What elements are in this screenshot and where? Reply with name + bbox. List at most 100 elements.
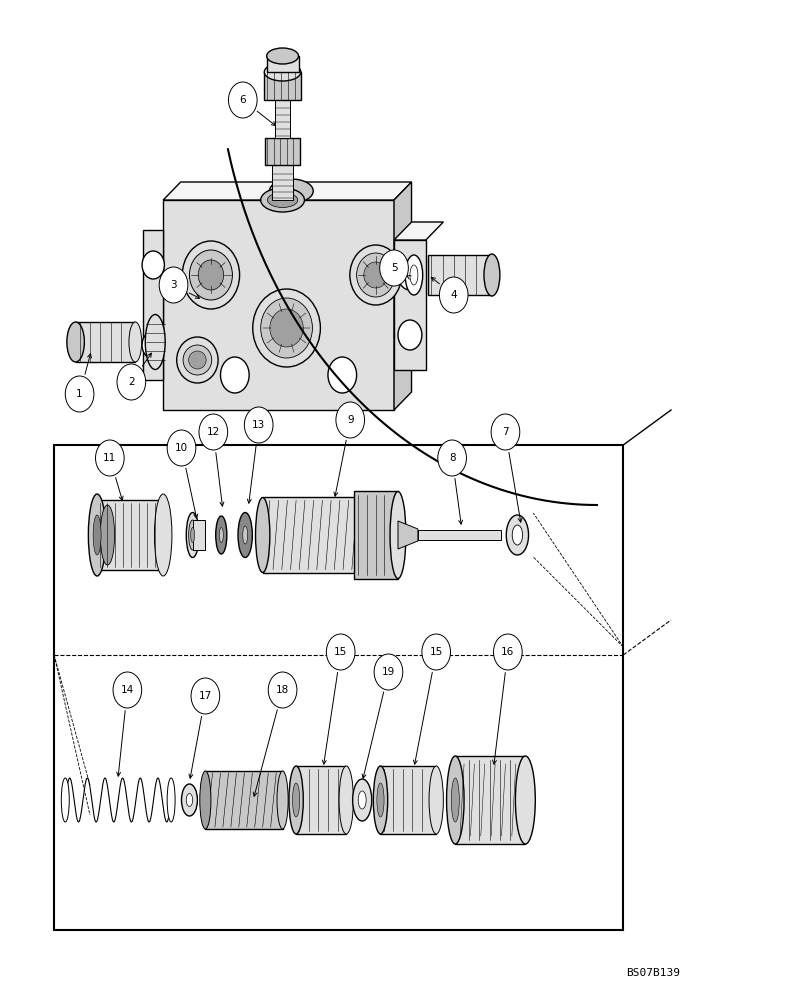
Circle shape <box>491 414 520 450</box>
Text: 13: 13 <box>252 420 265 430</box>
Ellipse shape <box>88 494 106 576</box>
Ellipse shape <box>358 791 366 809</box>
Circle shape <box>494 634 522 670</box>
Ellipse shape <box>264 63 301 81</box>
Text: 4: 4 <box>451 290 457 300</box>
Ellipse shape <box>277 771 288 829</box>
Circle shape <box>380 250 408 286</box>
Ellipse shape <box>484 254 500 296</box>
Circle shape <box>65 376 94 412</box>
Ellipse shape <box>238 512 252 558</box>
Circle shape <box>422 634 451 670</box>
Polygon shape <box>272 165 293 200</box>
Ellipse shape <box>93 515 101 555</box>
Polygon shape <box>205 771 283 829</box>
Text: 16: 16 <box>501 647 514 657</box>
Ellipse shape <box>189 250 232 300</box>
Ellipse shape <box>243 526 248 544</box>
Text: 9: 9 <box>347 415 353 425</box>
Circle shape <box>438 440 466 476</box>
Circle shape <box>142 331 165 359</box>
Polygon shape <box>354 491 398 578</box>
Polygon shape <box>418 530 501 540</box>
Circle shape <box>113 672 142 708</box>
Ellipse shape <box>189 520 197 550</box>
Ellipse shape <box>373 766 388 834</box>
Ellipse shape <box>189 351 206 369</box>
Ellipse shape <box>183 345 212 375</box>
Ellipse shape <box>410 265 418 285</box>
Ellipse shape <box>253 289 320 367</box>
Ellipse shape <box>513 525 522 545</box>
Text: 6: 6 <box>240 95 246 105</box>
Text: 18: 18 <box>276 685 289 695</box>
Circle shape <box>167 430 196 466</box>
Circle shape <box>228 82 257 118</box>
Ellipse shape <box>364 262 388 288</box>
Text: BS07B139: BS07B139 <box>626 968 680 978</box>
Circle shape <box>220 357 249 393</box>
Ellipse shape <box>289 766 303 834</box>
Circle shape <box>159 267 188 303</box>
Text: 12: 12 <box>207 427 220 437</box>
Ellipse shape <box>293 783 299 817</box>
Ellipse shape <box>267 48 298 64</box>
Circle shape <box>199 414 228 450</box>
Text: 14: 14 <box>121 685 134 695</box>
Polygon shape <box>143 230 163 380</box>
Circle shape <box>336 402 365 438</box>
Ellipse shape <box>177 337 218 383</box>
Ellipse shape <box>339 766 353 834</box>
Polygon shape <box>394 182 412 410</box>
Ellipse shape <box>186 512 199 558</box>
Text: 7: 7 <box>502 427 509 437</box>
Circle shape <box>96 440 124 476</box>
Polygon shape <box>264 72 301 100</box>
Circle shape <box>439 277 468 313</box>
Circle shape <box>244 407 273 443</box>
Ellipse shape <box>261 298 312 358</box>
Polygon shape <box>455 756 525 844</box>
Ellipse shape <box>516 756 536 844</box>
Polygon shape <box>267 56 298 72</box>
Ellipse shape <box>451 778 459 822</box>
Polygon shape <box>380 766 436 834</box>
Ellipse shape <box>216 516 227 554</box>
Polygon shape <box>76 322 135 362</box>
Text: 15: 15 <box>430 647 443 657</box>
Text: 1: 1 <box>76 389 83 399</box>
Circle shape <box>328 357 357 393</box>
Ellipse shape <box>220 528 223 542</box>
Text: 8: 8 <box>449 453 455 463</box>
Text: 2: 2 <box>128 377 135 387</box>
Polygon shape <box>163 200 394 410</box>
Polygon shape <box>394 222 443 240</box>
Polygon shape <box>97 500 163 570</box>
Ellipse shape <box>167 778 175 822</box>
Ellipse shape <box>353 779 372 821</box>
Ellipse shape <box>506 515 529 555</box>
Polygon shape <box>296 766 346 834</box>
Ellipse shape <box>61 778 69 822</box>
Circle shape <box>398 320 422 350</box>
Text: 3: 3 <box>170 280 177 290</box>
Ellipse shape <box>100 505 115 565</box>
Ellipse shape <box>154 494 172 576</box>
Ellipse shape <box>129 322 142 362</box>
Ellipse shape <box>269 179 314 203</box>
Polygon shape <box>275 100 290 138</box>
Ellipse shape <box>191 528 195 542</box>
Circle shape <box>398 260 422 290</box>
Ellipse shape <box>447 756 464 844</box>
Polygon shape <box>394 240 426 370</box>
Polygon shape <box>193 520 205 550</box>
Ellipse shape <box>267 192 298 208</box>
Ellipse shape <box>200 771 211 829</box>
Circle shape <box>191 678 220 714</box>
Polygon shape <box>398 521 418 549</box>
Ellipse shape <box>145 314 166 369</box>
Polygon shape <box>265 138 300 165</box>
Ellipse shape <box>198 260 224 290</box>
Ellipse shape <box>350 245 401 305</box>
Ellipse shape <box>256 497 270 572</box>
